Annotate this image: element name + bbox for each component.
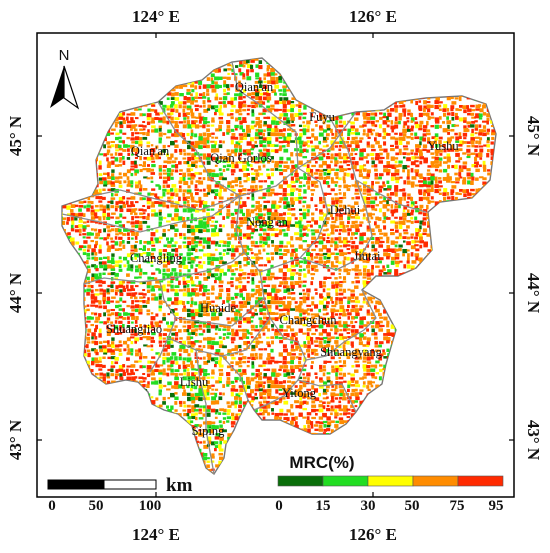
left-lat-label: 45° N [6, 115, 25, 156]
boundary-line [149, 281, 177, 373]
north-arrow-letter: N [59, 47, 70, 64]
top-lon-label: 126° E [349, 7, 397, 26]
legend-swatch [457, 475, 504, 487]
scale-tick-label: 50 [89, 498, 104, 514]
scale-tick-label: 100 [139, 498, 162, 514]
boundary-line [91, 189, 241, 211]
region-label: Dehui [330, 203, 361, 217]
region-label: Qian'an [131, 144, 170, 158]
region-label: Changling [130, 251, 183, 265]
north-arrow: N [50, 47, 80, 110]
boundary-line [195, 349, 215, 475]
region-label: Shuangliao [106, 322, 162, 336]
boundary-line [175, 297, 265, 327]
left-lat-label: 44° N [6, 272, 25, 313]
legend-tick-label: 75 [450, 498, 465, 514]
legend-swatch [412, 475, 459, 487]
legend-tick-label: 95 [489, 498, 504, 514]
legend-tick-label: 15 [316, 498, 331, 514]
region-label: Shuangyang [320, 345, 383, 359]
boundary-line [61, 195, 241, 233]
region-label: Huaide [200, 301, 237, 315]
north-arrow-icon [50, 66, 64, 108]
right-lat-label: 43° N [524, 420, 543, 461]
region-labels: Qian'an Fuyu Qian'an Qian Gorlos Yushu N… [106, 80, 459, 438]
scale-tick-label: 0 [48, 498, 56, 514]
region-label: Qian Gorlos [210, 151, 272, 165]
right-lat-label: 45° N [524, 116, 543, 157]
region-label: Changchun [280, 313, 338, 327]
region-label: Yitong [282, 386, 317, 400]
boundary-line [243, 167, 329, 273]
right-lat-label: 44° N [524, 273, 543, 314]
legend-title: MRC(%) [289, 453, 354, 472]
region-label: Yushu [427, 139, 459, 153]
top-lon-label: 124° E [132, 7, 180, 26]
left-lat-label: 43° N [6, 419, 25, 460]
legend-tick-label: 50 [405, 498, 420, 514]
legend: MRC(%) 0 15 30 50 75 95 [275, 453, 503, 514]
boundary-line [297, 379, 357, 413]
boundary-line [231, 61, 357, 170]
north-arrow-icon [63, 65, 80, 110]
legend-swatch [367, 475, 414, 487]
legend-swatch [277, 475, 324, 487]
bottom-lon-label: 124° E [132, 525, 180, 544]
region-label: Lishu [180, 375, 209, 389]
region-label: Qian'an [235, 80, 274, 94]
boundary-line [83, 195, 245, 285]
graticule-ticks [37, 33, 514, 497]
scale-bar-segment [103, 479, 157, 490]
scale-bar-segment [47, 479, 105, 490]
legend-swatches [277, 475, 504, 487]
boundary-line [299, 117, 373, 271]
boundary-line [305, 289, 377, 361]
legend-tick-label: 0 [275, 498, 283, 514]
boundary-line [253, 271, 307, 411]
region-label: Jiutai [353, 249, 381, 263]
boundary-line [157, 101, 299, 197]
region-label: Siping [192, 424, 225, 438]
county-boundaries [61, 61, 427, 475]
boundary-line [355, 179, 427, 213]
bottom-lon-label: 126° E [349, 525, 397, 544]
legend-swatch [322, 475, 369, 487]
region-label: Nong'an [246, 215, 289, 229]
scale-unit-label: km [166, 475, 193, 496]
scale-bar: 0 50 100 km [47, 475, 193, 514]
boundary-line [221, 355, 249, 401]
region-label: Fuyu [309, 110, 335, 124]
legend-tick-label: 30 [361, 498, 376, 514]
